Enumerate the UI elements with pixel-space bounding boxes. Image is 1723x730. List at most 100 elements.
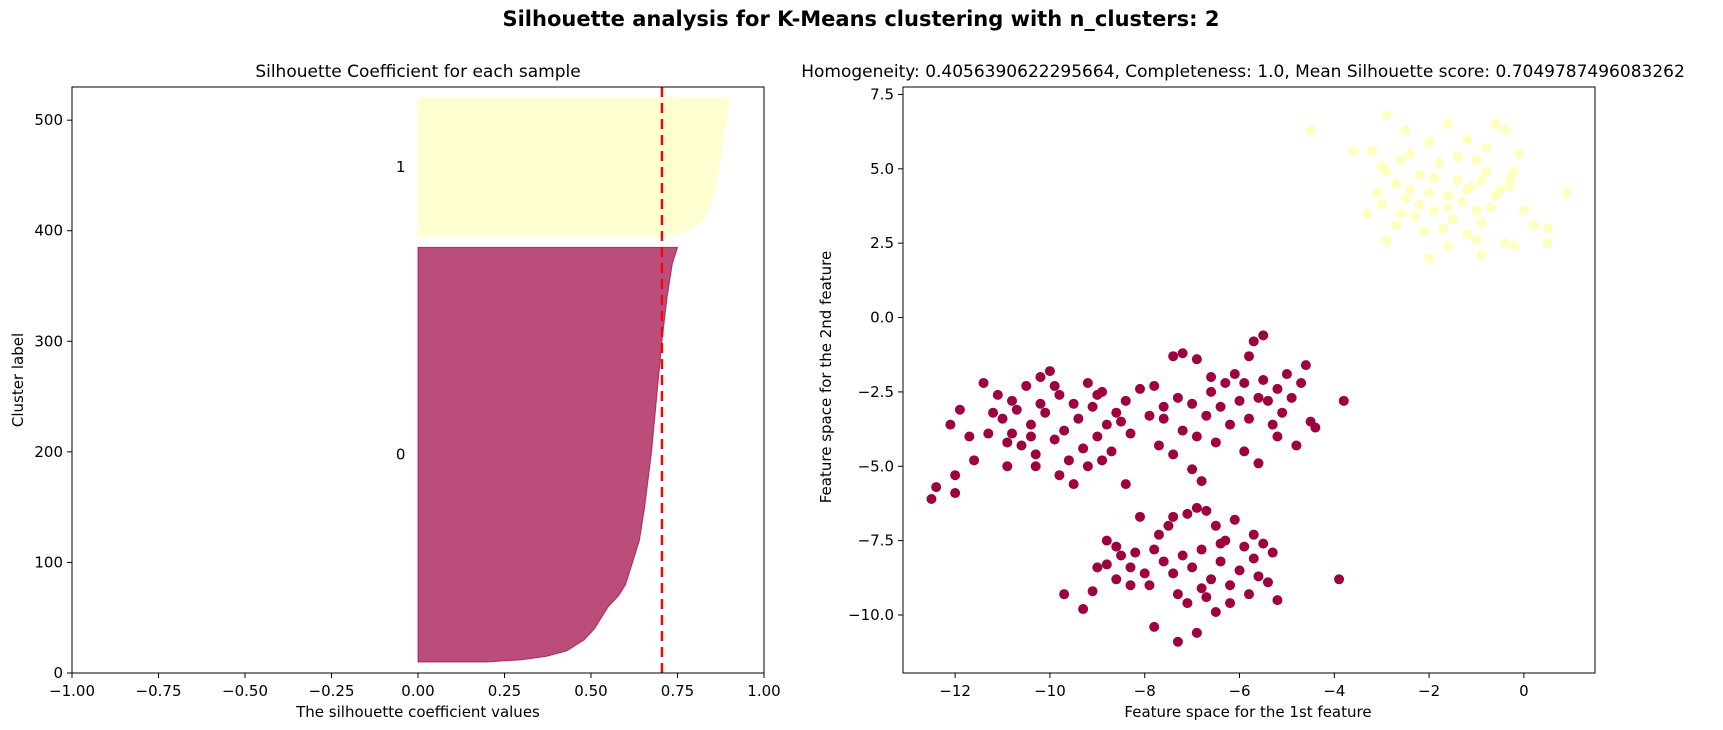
scatter-point-cluster-0 bbox=[1187, 398, 1198, 409]
silhouette-areas: 01 bbox=[396, 97, 730, 663]
scatter-point-cluster-0 bbox=[1196, 544, 1207, 555]
scatter-point-cluster-0 bbox=[954, 404, 965, 415]
silhouette-plot-title: Silhouette Coefficient for each sample bbox=[255, 62, 580, 82]
scatter-x-tick-label: −4 bbox=[1323, 682, 1345, 700]
scatter-point-cluster-1 bbox=[1462, 229, 1473, 240]
scatter-point-cluster-0 bbox=[1234, 395, 1245, 406]
scatter-point-cluster-0 bbox=[1191, 502, 1202, 513]
scatter-point-cluster-0 bbox=[1172, 589, 1183, 600]
scatter-point-cluster-1 bbox=[1414, 199, 1425, 210]
scatter-point-cluster-0 bbox=[1068, 398, 1079, 409]
scatter-point-cluster-1 bbox=[1462, 134, 1473, 145]
scatter-point-cluster-1 bbox=[1509, 166, 1520, 177]
scatter-point-cluster-0 bbox=[1225, 580, 1236, 591]
scatter-point-cluster-0 bbox=[1187, 464, 1198, 475]
scatter-point-cluster-0 bbox=[1286, 392, 1297, 403]
scatter-point-cluster-0 bbox=[1172, 636, 1183, 647]
scatter-point-cluster-1 bbox=[1542, 223, 1553, 234]
scatter-point-cluster-0 bbox=[1125, 562, 1136, 573]
scatter-point-cluster-1 bbox=[1476, 250, 1487, 261]
scatter-point-cluster-0 bbox=[1220, 377, 1231, 388]
scatter-point-cluster-0 bbox=[992, 389, 1003, 400]
scatter-point-cluster-0 bbox=[1111, 574, 1122, 585]
scatter-point-cluster-0 bbox=[1201, 592, 1212, 603]
scatter-point-cluster-0 bbox=[1106, 446, 1117, 457]
scatter-point-cluster-0 bbox=[1338, 395, 1349, 406]
scatter-point-cluster-1 bbox=[1462, 184, 1473, 195]
scatter-point-cluster-0 bbox=[1153, 529, 1164, 540]
scatter-point-cluster-1 bbox=[1485, 202, 1496, 213]
scatter-point-cluster-1 bbox=[1362, 208, 1373, 219]
scatter-point-cluster-1 bbox=[1542, 238, 1553, 249]
scatter-y-tick-label: −7.5 bbox=[858, 532, 894, 550]
silhouette-y-tick-label: 0 bbox=[53, 664, 63, 682]
scatter-point-cluster-0 bbox=[1239, 377, 1250, 388]
scatter-point-cluster-0 bbox=[1177, 348, 1188, 359]
figure-suptitle: Silhouette analysis for K-Means clusteri… bbox=[502, 7, 1219, 31]
silhouette-x-tick-label: 0.50 bbox=[574, 682, 607, 700]
scatter-point-cluster-1 bbox=[1514, 148, 1525, 159]
scatter-point-cluster-0 bbox=[1002, 461, 1013, 472]
scatter-point-cluster-0 bbox=[1111, 407, 1122, 418]
scatter-point-cluster-0 bbox=[1158, 413, 1169, 424]
scatter-point-cluster-0 bbox=[1082, 377, 1093, 388]
silhouette-plot-frame bbox=[71, 86, 765, 674]
scatter-point-cluster-0 bbox=[1149, 544, 1160, 555]
scatter-point-cluster-0 bbox=[1229, 369, 1240, 380]
scatter-point-cluster-0 bbox=[1101, 559, 1112, 570]
scatter-point-cluster-0 bbox=[1258, 330, 1269, 341]
scatter-point-cluster-1 bbox=[1419, 226, 1430, 237]
scatter-point-cluster-1 bbox=[1424, 187, 1435, 198]
scatter-point-cluster-0 bbox=[1078, 604, 1089, 615]
scatter-point-cluster-0 bbox=[1092, 431, 1103, 442]
silhouette-x-axis: −1.00 −0.75 −0.50 −0.25 0.00 0.25 0.50 0.75 1.00 bbox=[49, 673, 781, 700]
scatter-point-cluster-1 bbox=[1405, 148, 1416, 159]
scatter-point-cluster-0 bbox=[1258, 375, 1269, 385]
scatter-point-cluster-0 bbox=[964, 431, 975, 442]
scatter-point-cluster-0 bbox=[1101, 535, 1112, 546]
scatter-point-cluster-0 bbox=[1030, 449, 1041, 460]
scatter-point-cluster-0 bbox=[988, 407, 999, 418]
scatter-point-cluster-0 bbox=[1272, 431, 1283, 442]
scatter-point-cluster-0 bbox=[997, 413, 1008, 424]
scatter-point-cluster-0 bbox=[1153, 440, 1164, 451]
silhouette-plot: Silhouette Coefficient for each sample 0… bbox=[9, 62, 781, 721]
scatter-point-cluster-1 bbox=[1376, 199, 1387, 210]
scatter-point-cluster-0 bbox=[1248, 553, 1259, 564]
silhouette-x-tick-label: 0.75 bbox=[661, 682, 694, 700]
cluster-scatter-plot: Homogeneity: 0.4056390622295664, Complet… bbox=[801, 62, 1685, 721]
scatter-point-cluster-0 bbox=[1229, 514, 1240, 525]
scatter-point-cluster-0 bbox=[1225, 419, 1236, 430]
scatter-point-cluster-1 bbox=[1499, 125, 1510, 136]
scatter-point-cluster-0 bbox=[1182, 508, 1193, 519]
scatter-point-cluster-0 bbox=[1139, 568, 1150, 579]
scatter-point-cluster-0 bbox=[1030, 461, 1041, 472]
scatter-point-cluster-0 bbox=[1248, 336, 1259, 347]
scatter-x-axis-label: Feature space for the 1st feature bbox=[1124, 703, 1371, 721]
scatter-point-cluster-1 bbox=[1561, 187, 1572, 198]
scatter-y-tick-label: 0.0 bbox=[870, 309, 894, 327]
silhouette-x-axis-label: The silhouette coefficient values bbox=[295, 703, 540, 721]
scatter-point-cluster-0 bbox=[950, 470, 961, 481]
scatter-point-cluster-0 bbox=[931, 482, 942, 493]
scatter-point-cluster-0 bbox=[1130, 547, 1141, 558]
silhouette-y-tick-label: 500 bbox=[34, 111, 63, 129]
scatter-point-cluster-0 bbox=[1049, 434, 1060, 445]
scatter-point-cluster-0 bbox=[1016, 440, 1027, 451]
scatter-point-cluster-0 bbox=[1206, 386, 1217, 397]
scatter-point-cluster-1 bbox=[1381, 110, 1392, 121]
scatter-y-tick-label: 2.5 bbox=[870, 234, 894, 252]
scatter-point-cluster-0 bbox=[1025, 431, 1036, 442]
scatter-point-cluster-1 bbox=[1390, 178, 1401, 189]
scatter-point-cluster-0 bbox=[1059, 425, 1070, 436]
scatter-y-axis-label: Feature space for the 2nd feature bbox=[817, 251, 835, 504]
scatter-point-cluster-0 bbox=[1168, 351, 1179, 362]
scatter-point-cluster-1 bbox=[1400, 193, 1411, 204]
scatter-point-cluster-0 bbox=[1201, 410, 1212, 421]
scatter-point-cluster-0 bbox=[1172, 392, 1183, 403]
scatter-point-cluster-0 bbox=[1196, 583, 1207, 594]
scatter-point-cluster-0 bbox=[1082, 461, 1093, 472]
scatter-point-cluster-1 bbox=[1443, 190, 1454, 201]
silhouette-y-tick-label: 200 bbox=[34, 443, 63, 461]
scatter-point-cluster-0 bbox=[1215, 556, 1226, 567]
